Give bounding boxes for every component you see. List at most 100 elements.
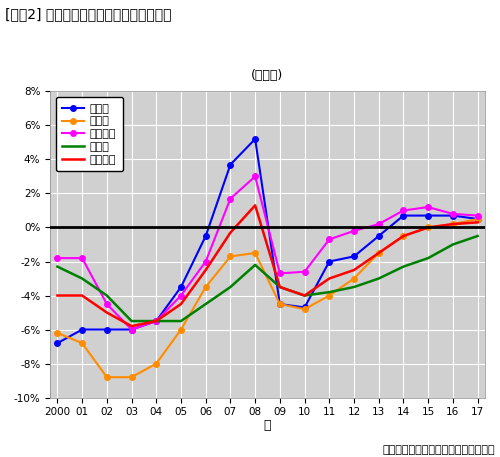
全国平均 — [54, 293, 60, 298]
全国平均 — [178, 301, 184, 307]
大阪圈 — [474, 216, 480, 222]
名古屋圈 — [79, 255, 85, 261]
東京圈 — [228, 162, 234, 167]
地方圈 — [376, 276, 382, 281]
全国平均 — [79, 293, 85, 298]
全国平均 — [450, 221, 456, 227]
地方圈 — [178, 319, 184, 324]
大阪圈 — [376, 250, 382, 256]
Text: データ出所：国土交通省（地価公示）: データ出所：国土交通省（地価公示） — [382, 445, 495, 455]
地方圈 — [351, 284, 357, 290]
名古屋圈 — [474, 213, 480, 218]
Line: 地方圈: 地方圈 — [58, 236, 478, 321]
大阪圈 — [54, 330, 60, 336]
地方圈 — [54, 264, 60, 269]
全国平均 — [277, 284, 283, 290]
地方圈 — [79, 276, 85, 281]
東京圈 — [376, 233, 382, 239]
東京圈 — [202, 233, 208, 239]
地方圈 — [252, 262, 258, 268]
名古屋圈 — [228, 196, 234, 202]
大阪圈 — [202, 284, 208, 290]
Line: 大阪圈: 大阪圈 — [54, 216, 480, 380]
全国平均 — [376, 250, 382, 256]
東京圈 — [326, 259, 332, 264]
東京圈 — [79, 327, 85, 332]
東京圈 — [128, 327, 134, 332]
大阪圈 — [128, 374, 134, 380]
東京圈 — [154, 319, 160, 324]
名古屋圈 — [178, 293, 184, 298]
東京圈 — [474, 216, 480, 222]
全国平均 — [154, 319, 160, 324]
名古屋圈 — [277, 271, 283, 276]
X-axis label: 年: 年 — [264, 419, 271, 432]
地方圈 — [154, 319, 160, 324]
全国平均 — [351, 267, 357, 273]
地方圈 — [228, 284, 234, 290]
Text: [図表2] 圈域別の対前年地価変動率の推移: [図表2] 圈域別の対前年地価変動率の推移 — [5, 7, 172, 21]
名古屋圈 — [128, 327, 134, 332]
全国平均 — [474, 220, 480, 225]
全国平均 — [104, 310, 110, 315]
地方圈 — [425, 255, 431, 261]
大阪圈 — [252, 250, 258, 256]
大阪圈 — [450, 221, 456, 227]
全国平均 — [202, 267, 208, 273]
大阪圈 — [351, 276, 357, 281]
大阪圈 — [178, 327, 184, 332]
東京圈 — [277, 301, 283, 307]
地方圈 — [450, 242, 456, 247]
名古屋圈 — [400, 208, 406, 213]
大阪圈 — [302, 306, 308, 312]
東京圈 — [425, 213, 431, 218]
大阪圈 — [79, 340, 85, 346]
Line: 名古屋圈: 名古屋圈 — [54, 174, 480, 332]
名古屋圈 — [302, 269, 308, 275]
Line: 東京圈: 東京圈 — [54, 136, 480, 346]
名古屋圈 — [450, 211, 456, 217]
東京圈 — [178, 284, 184, 290]
東京圈 — [54, 340, 60, 346]
名古屋圈 — [154, 319, 160, 324]
大阪圈 — [326, 293, 332, 298]
大阪圈 — [104, 374, 110, 380]
東京圈 — [252, 136, 258, 142]
地方圈 — [104, 293, 110, 298]
名古屋圈 — [326, 237, 332, 242]
地方圈 — [128, 319, 134, 324]
東京圈 — [400, 213, 406, 218]
全国平均 — [252, 202, 258, 208]
全国平均 — [228, 230, 234, 235]
地方圈 — [202, 301, 208, 307]
地方圈 — [474, 233, 480, 239]
全国平均 — [302, 293, 308, 298]
名古屋圈 — [425, 204, 431, 210]
地方圈 — [400, 264, 406, 269]
大阪圈 — [400, 233, 406, 239]
名古屋圈 — [351, 228, 357, 234]
東京圈 — [351, 254, 357, 259]
名古屋圈 — [252, 174, 258, 179]
名古屋圈 — [202, 259, 208, 264]
全国平均 — [425, 225, 431, 230]
全国平均 — [400, 233, 406, 239]
名古屋圈 — [104, 301, 110, 307]
地方圈 — [277, 284, 283, 290]
東京圈 — [450, 213, 456, 218]
大阪圈 — [425, 225, 431, 230]
全国平均 — [128, 324, 134, 329]
大阪圈 — [277, 301, 283, 307]
名古屋圈 — [376, 221, 382, 227]
全国平均 — [326, 276, 332, 281]
Text: (住宅地): (住宅地) — [252, 69, 284, 82]
地方圈 — [326, 289, 332, 295]
東京圈 — [104, 327, 110, 332]
Line: 全国平均: 全国平均 — [58, 205, 478, 326]
大阪圈 — [228, 254, 234, 259]
東京圈 — [302, 305, 308, 310]
大阪圈 — [154, 361, 160, 367]
名古屋圈 — [54, 255, 60, 261]
地方圈 — [302, 293, 308, 298]
Legend: 東京圈, 大阪圈, 名古屋圈, 地方圈, 全国平均: 東京圈, 大阪圈, 名古屋圈, 地方圈, 全国平均 — [56, 97, 123, 171]
